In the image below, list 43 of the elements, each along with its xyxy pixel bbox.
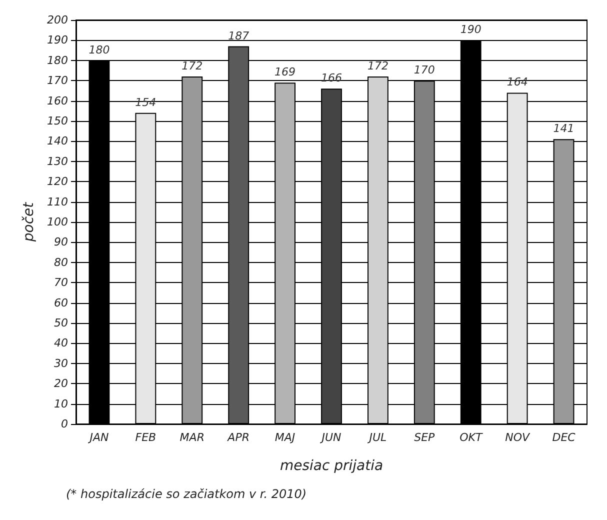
y-tick-label: 100 bbox=[47, 216, 68, 228]
y-tick-label: 50 bbox=[54, 316, 68, 330]
x-tick-label: JUL bbox=[367, 431, 387, 444]
x-tick-label: NOV bbox=[505, 431, 531, 444]
y-tick-label: 180 bbox=[47, 54, 68, 67]
y-tick-label: 190 bbox=[47, 34, 68, 47]
data-label: 180 bbox=[88, 43, 110, 56]
y-tick-label: 30 bbox=[54, 356, 68, 370]
data-label: 172 bbox=[182, 60, 203, 73]
y-tick-label: 60 bbox=[54, 296, 68, 310]
y-tick-label: 200 bbox=[47, 14, 68, 26]
y-tick-label: 10 bbox=[54, 397, 68, 410]
y-tick-label: 70 bbox=[54, 276, 68, 290]
data-label: 169 bbox=[274, 66, 296, 79]
y-tick-label: 0 bbox=[61, 418, 68, 430]
y-tick-label: 110 bbox=[47, 195, 68, 208]
y-tick-label: 160 bbox=[47, 94, 68, 108]
x-tick-label: OKT bbox=[460, 431, 484, 444]
y-axis-title: počet bbox=[21, 202, 38, 243]
data-label: 172 bbox=[367, 60, 388, 73]
x-tick-label: DEC bbox=[552, 431, 576, 444]
y-tick-label: 140 bbox=[47, 134, 68, 148]
data-label: 190 bbox=[460, 23, 482, 36]
x-tick-label: JUN bbox=[320, 431, 342, 444]
y-tick-label: 80 bbox=[54, 256, 68, 269]
x-tick-label: MAR bbox=[180, 431, 204, 444]
y-tick-label: 20 bbox=[54, 377, 68, 390]
x-tick-label: FEB bbox=[135, 431, 156, 444]
y-tick-label: 150 bbox=[47, 114, 68, 128]
x-tick-label: JAN bbox=[88, 431, 109, 444]
y-tick-label: 130 bbox=[47, 154, 68, 168]
data-label: 170 bbox=[414, 64, 435, 77]
x-tick-label: MAJ bbox=[274, 431, 296, 444]
y-tick-label: 120 bbox=[47, 175, 68, 188]
x-tick-label: SEP bbox=[414, 431, 436, 444]
data-label: 187 bbox=[228, 29, 250, 42]
y-tick-label: 40 bbox=[54, 336, 68, 350]
x-axis-title: mesiac prijatia bbox=[280, 458, 384, 474]
data-label: 141 bbox=[553, 122, 574, 136]
y-tick-label: 90 bbox=[54, 236, 68, 249]
text: (* hospitalizácie so začiatkom v r. 2010) bbox=[66, 487, 307, 501]
y-tick-label: 170 bbox=[47, 74, 68, 88]
x-tick-label: APR bbox=[226, 431, 250, 444]
